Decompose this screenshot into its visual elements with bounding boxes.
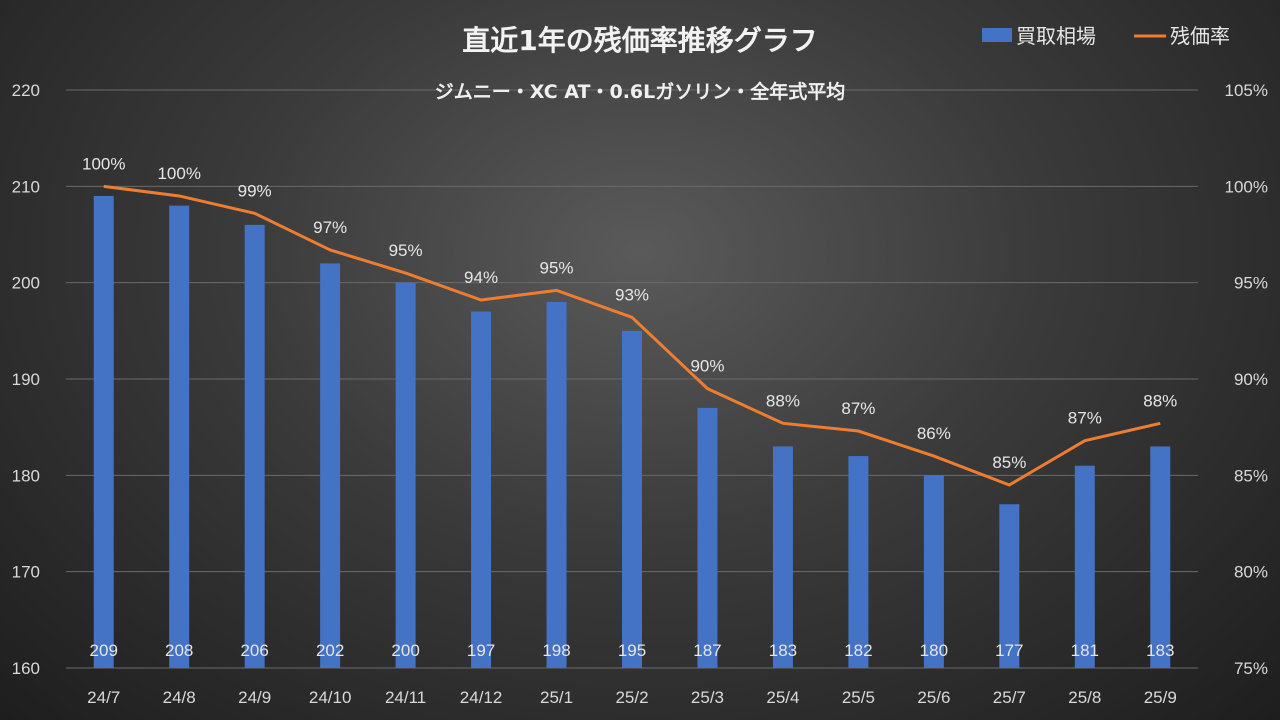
bar xyxy=(244,224,265,668)
bar xyxy=(923,475,944,668)
line-value-label: 88% xyxy=(1143,391,1177,410)
x-tick-label: 25/2 xyxy=(615,688,648,707)
bar-value-label: 182 xyxy=(844,641,872,660)
y-axis-right: 75% 80% 85% 90% 95% 100% 105% xyxy=(1225,81,1268,678)
bar xyxy=(772,446,793,668)
y-right-tick-label: 85% xyxy=(1234,466,1268,485)
line-path xyxy=(103,184,1161,487)
x-tick-label: 25/3 xyxy=(691,688,724,707)
line-value-label: 95% xyxy=(540,258,574,277)
line-series xyxy=(103,184,1161,487)
line-value-label: 87% xyxy=(841,399,875,418)
chart-title: 直近1年の残価率推移グラフ xyxy=(462,24,817,57)
x-tick-label: 25/1 xyxy=(540,688,573,707)
bar-value-label: 208 xyxy=(165,641,193,660)
x-tick-label: 25/7 xyxy=(993,688,1026,707)
bar-series xyxy=(93,195,1171,668)
legend-label-line: 残価率 xyxy=(1170,24,1230,48)
y-right-tick-label: 80% xyxy=(1234,563,1268,582)
y-left-tick-label: 160 xyxy=(12,659,40,678)
line-value-label: 100% xyxy=(82,154,125,173)
bar-value-label: 198 xyxy=(542,641,570,660)
y-left-tick-label: 190 xyxy=(12,370,40,389)
bar xyxy=(999,504,1020,668)
bar-value-label: 202 xyxy=(316,641,344,660)
bar xyxy=(546,301,567,668)
bar xyxy=(848,456,869,668)
legend: 買取相場 残価率 xyxy=(982,24,1230,48)
bar xyxy=(697,407,718,668)
y-right-tick-label: 105% xyxy=(1225,81,1268,100)
bar-value-label: 180 xyxy=(920,641,948,660)
line-value-label: 97% xyxy=(313,218,347,237)
line-value-label: 85% xyxy=(992,453,1026,472)
x-tick-label: 25/4 xyxy=(766,688,799,707)
line-value-label: 86% xyxy=(917,424,951,443)
y-left-tick-label: 220 xyxy=(12,81,40,100)
line-value-label: 93% xyxy=(615,285,649,304)
bar-value-label: 183 xyxy=(1146,641,1174,660)
legend-swatch-bar xyxy=(982,28,1012,42)
y-right-tick-label: 100% xyxy=(1225,177,1268,196)
chart-subtitle: ジムニー・XC AT・0.6Lガソリン・全年式平均 xyxy=(435,80,846,103)
bar-value-label: 177 xyxy=(995,641,1023,660)
y-left-tick-label: 180 xyxy=(12,466,40,485)
line-value-label: 99% xyxy=(238,181,272,200)
x-tick-label: 25/5 xyxy=(842,688,875,707)
x-tick-label: 25/8 xyxy=(1068,688,1101,707)
bar-value-label: 187 xyxy=(693,641,721,660)
line-value-label: 100% xyxy=(157,164,200,183)
x-tick-label: 24/12 xyxy=(460,688,503,707)
bar xyxy=(169,205,190,668)
bar xyxy=(622,330,642,668)
x-tick-label: 24/7 xyxy=(87,688,120,707)
y-left-tick-label: 210 xyxy=(12,177,40,196)
bar-value-label: 183 xyxy=(769,641,797,660)
x-tick-label: 24/11 xyxy=(385,688,426,707)
bar xyxy=(471,311,492,668)
bar xyxy=(1074,465,1095,668)
y-left-tick-label: 170 xyxy=(12,563,40,582)
bar-value-label: 200 xyxy=(391,641,419,660)
x-axis: 24/7 24/8 24/9 24/10 24/11 24/12 25/1 25/2 25/3 2… xyxy=(87,688,1177,707)
bar-value-label: 195 xyxy=(618,641,646,660)
y-axis-left: 160 170 180 190 200 210 220 xyxy=(12,81,40,678)
y-left-tick-label: 200 xyxy=(12,274,40,293)
bar-value-label: 209 xyxy=(90,641,118,660)
legend-label-bar: 買取相場 xyxy=(1016,24,1096,48)
bar-value-label: 206 xyxy=(240,641,268,660)
bar-value-label: 181 xyxy=(1071,641,1099,660)
x-tick-label: 25/9 xyxy=(1144,688,1177,707)
bar-value-label: 197 xyxy=(467,641,495,660)
bar-labels: 209 208 206 202 200 197 198 195 187 183 182 180 177 1… xyxy=(90,641,1175,660)
y-right-tick-label: 90% xyxy=(1234,370,1268,389)
x-tick-label: 24/8 xyxy=(163,688,196,707)
bar xyxy=(1150,446,1171,668)
bar xyxy=(93,195,114,668)
line-value-label: 94% xyxy=(464,268,498,287)
line-value-label: 88% xyxy=(766,391,800,410)
line-value-label: 90% xyxy=(690,357,724,376)
x-tick-label: 24/10 xyxy=(309,688,352,707)
y-right-tick-label: 75% xyxy=(1234,659,1268,678)
x-tick-label: 24/9 xyxy=(238,688,271,707)
line-labels: 100% 100% 99% 97% 95% 94% 95% 93% 90% 88% 87% 86% 85… xyxy=(82,154,1177,472)
x-tick-label: 25/6 xyxy=(917,688,950,707)
line-value-label: 95% xyxy=(389,241,423,260)
y-right-tick-label: 95% xyxy=(1234,274,1268,293)
bar xyxy=(395,282,416,668)
line-value-label: 87% xyxy=(1068,409,1102,428)
bar xyxy=(320,263,341,668)
